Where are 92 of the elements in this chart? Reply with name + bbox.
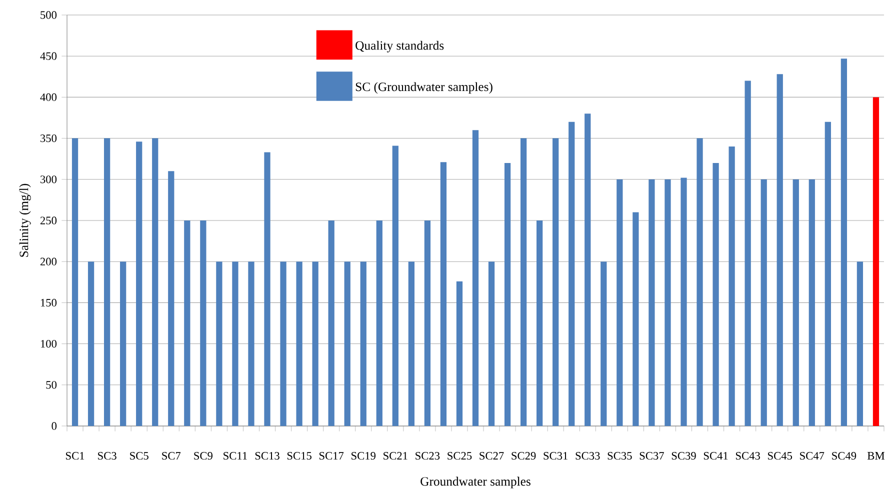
x-tick-label: SC21: [384, 452, 408, 460]
x-tick-label: SC11: [224, 452, 247, 460]
bar: [808, 179, 815, 426]
bar: [168, 171, 174, 426]
x-tick-label: SC35: [608, 452, 632, 460]
bar: [328, 220, 334, 426]
x-tick-label: SC9: [194, 452, 212, 460]
bar: [424, 220, 431, 426]
bar: [280, 262, 286, 426]
y-tick-label: 500: [40, 11, 57, 19]
x-tick-label: SC15: [287, 452, 312, 460]
bar: [488, 262, 495, 426]
bar: [312, 262, 318, 426]
x-tick-label: SC33: [576, 452, 600, 460]
bar: [760, 179, 767, 426]
x-tick-label: SC45: [768, 452, 792, 460]
y-tick-label: 450: [40, 52, 57, 60]
bar: [248, 262, 254, 426]
bar: [552, 138, 559, 426]
x-tick-label: SC41: [704, 452, 728, 460]
x-tick-label: SC49: [832, 452, 856, 460]
y-tick-label: 200: [40, 258, 57, 266]
bar: [344, 262, 350, 426]
x-tick-label: SC27: [480, 452, 504, 460]
bar: [360, 262, 366, 426]
bar: [696, 138, 703, 426]
bar: [232, 262, 238, 426]
y-tick-label: 400: [40, 93, 57, 102]
bar: [104, 138, 110, 426]
y-tick-label: 300: [40, 176, 57, 184]
bar: [664, 179, 671, 426]
bar: [216, 262, 222, 426]
x-tick-label: SC47: [800, 452, 824, 460]
legend-label: Quality standards: [356, 40, 444, 52]
bar: [728, 146, 735, 426]
x-tick-label: SC23: [416, 452, 440, 460]
bar: [840, 58, 848, 426]
x-tick-label: SC37: [640, 452, 664, 460]
y-tick-label: 350: [40, 134, 57, 142]
y-tick-label: 0: [52, 422, 57, 430]
bar: [520, 138, 527, 426]
bar: [72, 138, 78, 426]
bar: [296, 262, 302, 426]
x-tick-label: SC5: [130, 452, 148, 460]
bar: [536, 220, 543, 426]
x-tick-label: SC43: [736, 452, 760, 460]
x-tick-label: SC31: [544, 452, 568, 460]
y-tick-label: 100: [40, 340, 57, 348]
bar: [392, 146, 398, 426]
x-tick-label: SC25: [448, 452, 472, 460]
bar: [600, 262, 607, 426]
bar: [680, 178, 687, 426]
bar: [456, 281, 463, 426]
x-tick-label: SC19: [352, 452, 376, 460]
bar: [648, 179, 655, 426]
x-tick-label: SC3: [98, 452, 116, 460]
bar: [568, 122, 575, 426]
bar: [504, 162, 511, 426]
bar: [408, 262, 414, 426]
x-tick-label: SC29: [512, 452, 536, 460]
x-tick-label: BM: [868, 452, 884, 460]
x-tick-label: SC13: [255, 452, 280, 460]
bar: [88, 262, 94, 426]
y-tick-label: 250: [40, 216, 57, 224]
bar: [872, 97, 880, 426]
bar: [376, 220, 382, 426]
bar: [200, 220, 206, 426]
bar: [152, 138, 158, 426]
bar: [792, 179, 799, 426]
y-tick-label: 150: [40, 298, 57, 307]
x-axis-title: Groundwater samples: [420, 476, 530, 488]
bar: [824, 122, 831, 426]
bar: [632, 212, 639, 426]
x-tick-label: SC17: [319, 452, 344, 460]
bar: [184, 220, 190, 426]
bar: [472, 130, 479, 426]
bar: [856, 262, 864, 426]
bar: [264, 152, 270, 426]
y-tick-label: 50: [46, 381, 57, 389]
bar: [584, 114, 591, 426]
legend-label: SC (Groundwater samples): [356, 82, 492, 94]
x-tick-label: SC39: [672, 452, 696, 460]
x-tick-label: SC1: [66, 452, 84, 460]
bar: [712, 162, 719, 426]
bar: [776, 74, 783, 426]
bar: [616, 179, 623, 426]
bar: [136, 142, 142, 426]
y-axis-title: Salinity (mg/l): [19, 184, 31, 257]
bar: [440, 162, 447, 426]
x-tick-label: SC7: [162, 452, 181, 460]
bar: [120, 262, 126, 426]
bar: [744, 80, 751, 426]
